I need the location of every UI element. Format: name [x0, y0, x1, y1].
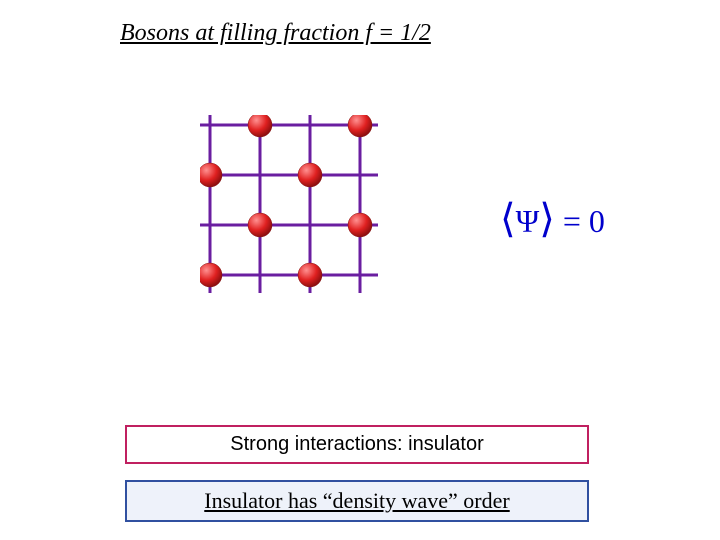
particle: [200, 163, 222, 187]
lattice-diagram: [200, 115, 420, 335]
particle: [348, 115, 372, 137]
particle: [200, 263, 222, 287]
insulator-box: Strong interactions: insulator: [125, 425, 589, 464]
grid-lines: [200, 115, 378, 293]
particles: [200, 115, 372, 287]
page-title: Bosons at filling fraction f = 1/2: [120, 20, 431, 47]
particle: [298, 163, 322, 187]
particle: [348, 213, 372, 237]
expectation-equation: ⟨Ψ⟩ = 0: [500, 195, 605, 242]
density-wave-box: Insulator has “density wave” order: [125, 480, 589, 522]
particle: [248, 115, 272, 137]
particle: [248, 213, 272, 237]
particle: [298, 263, 322, 287]
